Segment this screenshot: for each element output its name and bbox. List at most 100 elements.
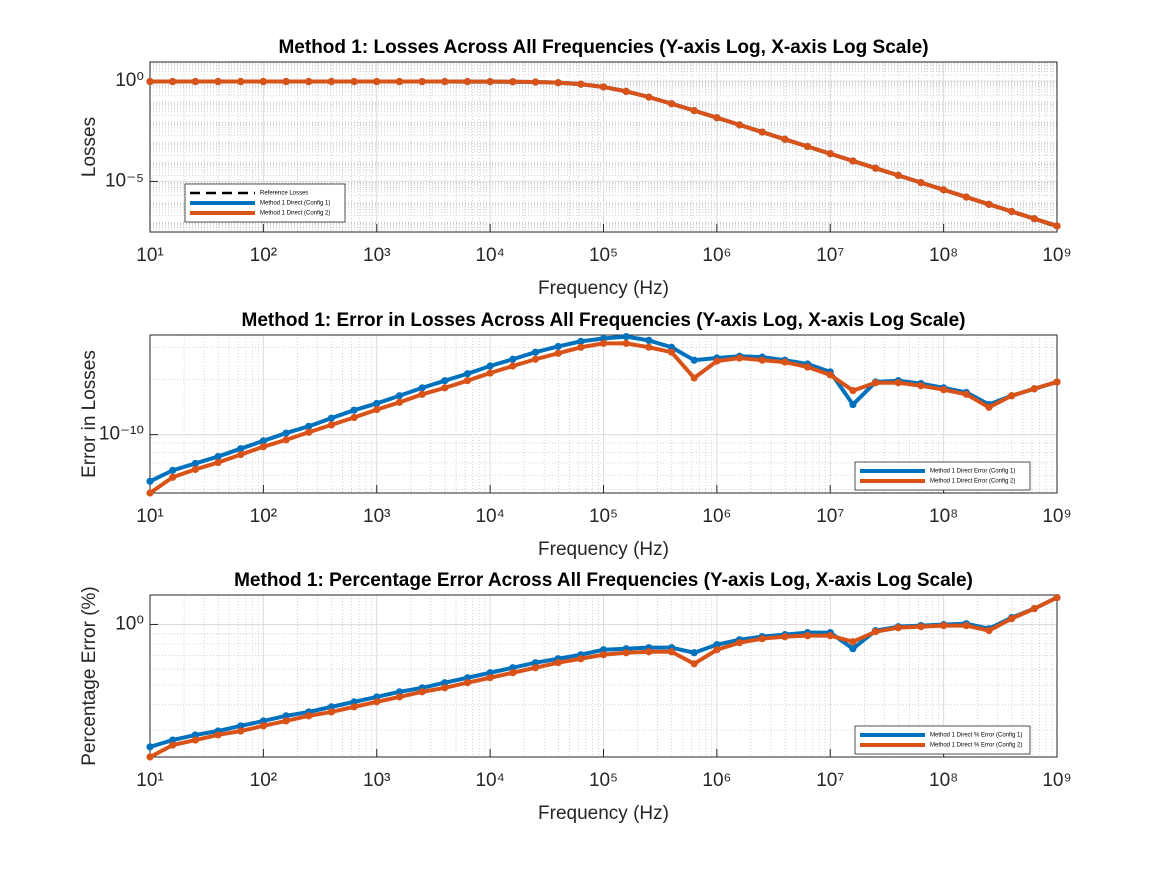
data-point <box>599 646 608 654</box>
data-point <box>690 107 698 115</box>
data-point <box>781 358 789 366</box>
data-point <box>554 79 562 87</box>
data-point <box>441 384 449 392</box>
data-point <box>373 405 381 414</box>
data-point <box>418 384 426 392</box>
data-point <box>577 343 585 351</box>
data-point <box>872 628 880 636</box>
data-point <box>1030 215 1038 223</box>
data-point <box>1030 385 1038 393</box>
data-point <box>418 390 426 398</box>
data-point <box>531 355 540 363</box>
data-point <box>940 186 948 194</box>
data-point <box>146 77 154 86</box>
axes-box <box>149 61 1058 233</box>
data-point <box>441 679 449 687</box>
x-axis-label: Frequency (Hz) <box>538 803 669 824</box>
data-point <box>237 450 245 459</box>
data-point <box>146 753 154 761</box>
data-point <box>826 150 834 158</box>
data-point <box>305 428 313 436</box>
data-point <box>781 135 789 143</box>
data-point <box>509 669 517 677</box>
data-point <box>713 357 721 365</box>
data-point <box>577 80 585 88</box>
data-point <box>395 398 404 406</box>
data-point <box>985 200 993 208</box>
legend-box <box>854 725 1031 755</box>
data-point <box>350 77 358 86</box>
data-point <box>622 339 630 347</box>
data-point <box>486 674 494 682</box>
data-point <box>259 722 267 730</box>
data-point <box>985 627 993 635</box>
data-point <box>826 371 834 379</box>
data-point <box>962 390 970 398</box>
data-point <box>1008 392 1016 400</box>
data-point <box>554 659 562 667</box>
data-point <box>599 83 608 91</box>
data-point <box>713 114 721 122</box>
data-point <box>849 157 857 165</box>
x-tick-label: 10⁹ <box>1042 506 1071 527</box>
data-point <box>1008 615 1016 623</box>
data-point <box>282 77 290 86</box>
data-point <box>259 77 267 86</box>
data-point <box>962 193 970 201</box>
data-point <box>169 466 177 474</box>
data-point <box>849 638 857 646</box>
data-point <box>622 87 630 95</box>
x-tick-label: 10³ <box>363 506 390 527</box>
x-tick-label: 10³ <box>363 245 390 266</box>
x-tick-label: 10² <box>250 770 277 791</box>
data-point <box>214 77 222 86</box>
data-point <box>237 722 245 730</box>
legend-box <box>854 461 1031 491</box>
x-tick-label: 10⁵ <box>589 770 618 791</box>
data-point <box>758 356 766 364</box>
data-point <box>350 698 358 706</box>
x-tick-label: 10⁷ <box>816 770 844 791</box>
data-point <box>735 354 744 362</box>
data-point <box>849 386 857 395</box>
data-point <box>282 429 290 437</box>
data-point <box>259 443 267 451</box>
data-point <box>395 688 404 696</box>
x-axis-label: Frequency (Hz) <box>538 539 669 560</box>
data-point <box>169 736 177 744</box>
data-point <box>577 655 585 663</box>
x-axis-label: Frequency (Hz) <box>538 278 669 299</box>
data-point <box>1008 207 1016 216</box>
x-tick-label: 10⁸ <box>929 245 958 266</box>
legend-label: Method 1 Direct Error (Config 2) <box>930 479 1015 485</box>
data-point <box>826 632 834 640</box>
data-point <box>690 649 698 657</box>
data-point <box>1053 222 1061 230</box>
x-tick-label: 10⁵ <box>589 506 618 527</box>
data-point <box>645 343 653 351</box>
data-point <box>962 622 970 630</box>
x-tick-label: 10¹ <box>136 770 163 791</box>
x-tick-label: 10⁸ <box>929 506 958 527</box>
data-point <box>1030 605 1038 613</box>
y-axis-label: Losses <box>79 117 100 177</box>
data-point <box>463 377 472 385</box>
x-tick-label: 10⁴ <box>475 770 504 791</box>
data-point <box>191 736 199 744</box>
data-point <box>486 78 494 86</box>
x-tick-label: 10⁵ <box>589 245 618 266</box>
data-point <box>191 459 199 468</box>
data-point <box>373 399 381 408</box>
data-point <box>894 379 902 387</box>
data-point <box>690 374 698 382</box>
data-point <box>509 355 517 363</box>
data-point <box>169 77 177 86</box>
legend-label: Method 1 Direct % Error (Config 2) <box>930 743 1022 749</box>
chart-title: Method 1: Percentage Error Across All Fr… <box>234 570 973 591</box>
data-point <box>441 77 449 86</box>
data-point <box>554 349 562 357</box>
data-point <box>327 703 335 711</box>
x-tick-label: 10⁷ <box>816 506 844 527</box>
data-point <box>169 473 177 481</box>
data-point <box>509 78 517 86</box>
